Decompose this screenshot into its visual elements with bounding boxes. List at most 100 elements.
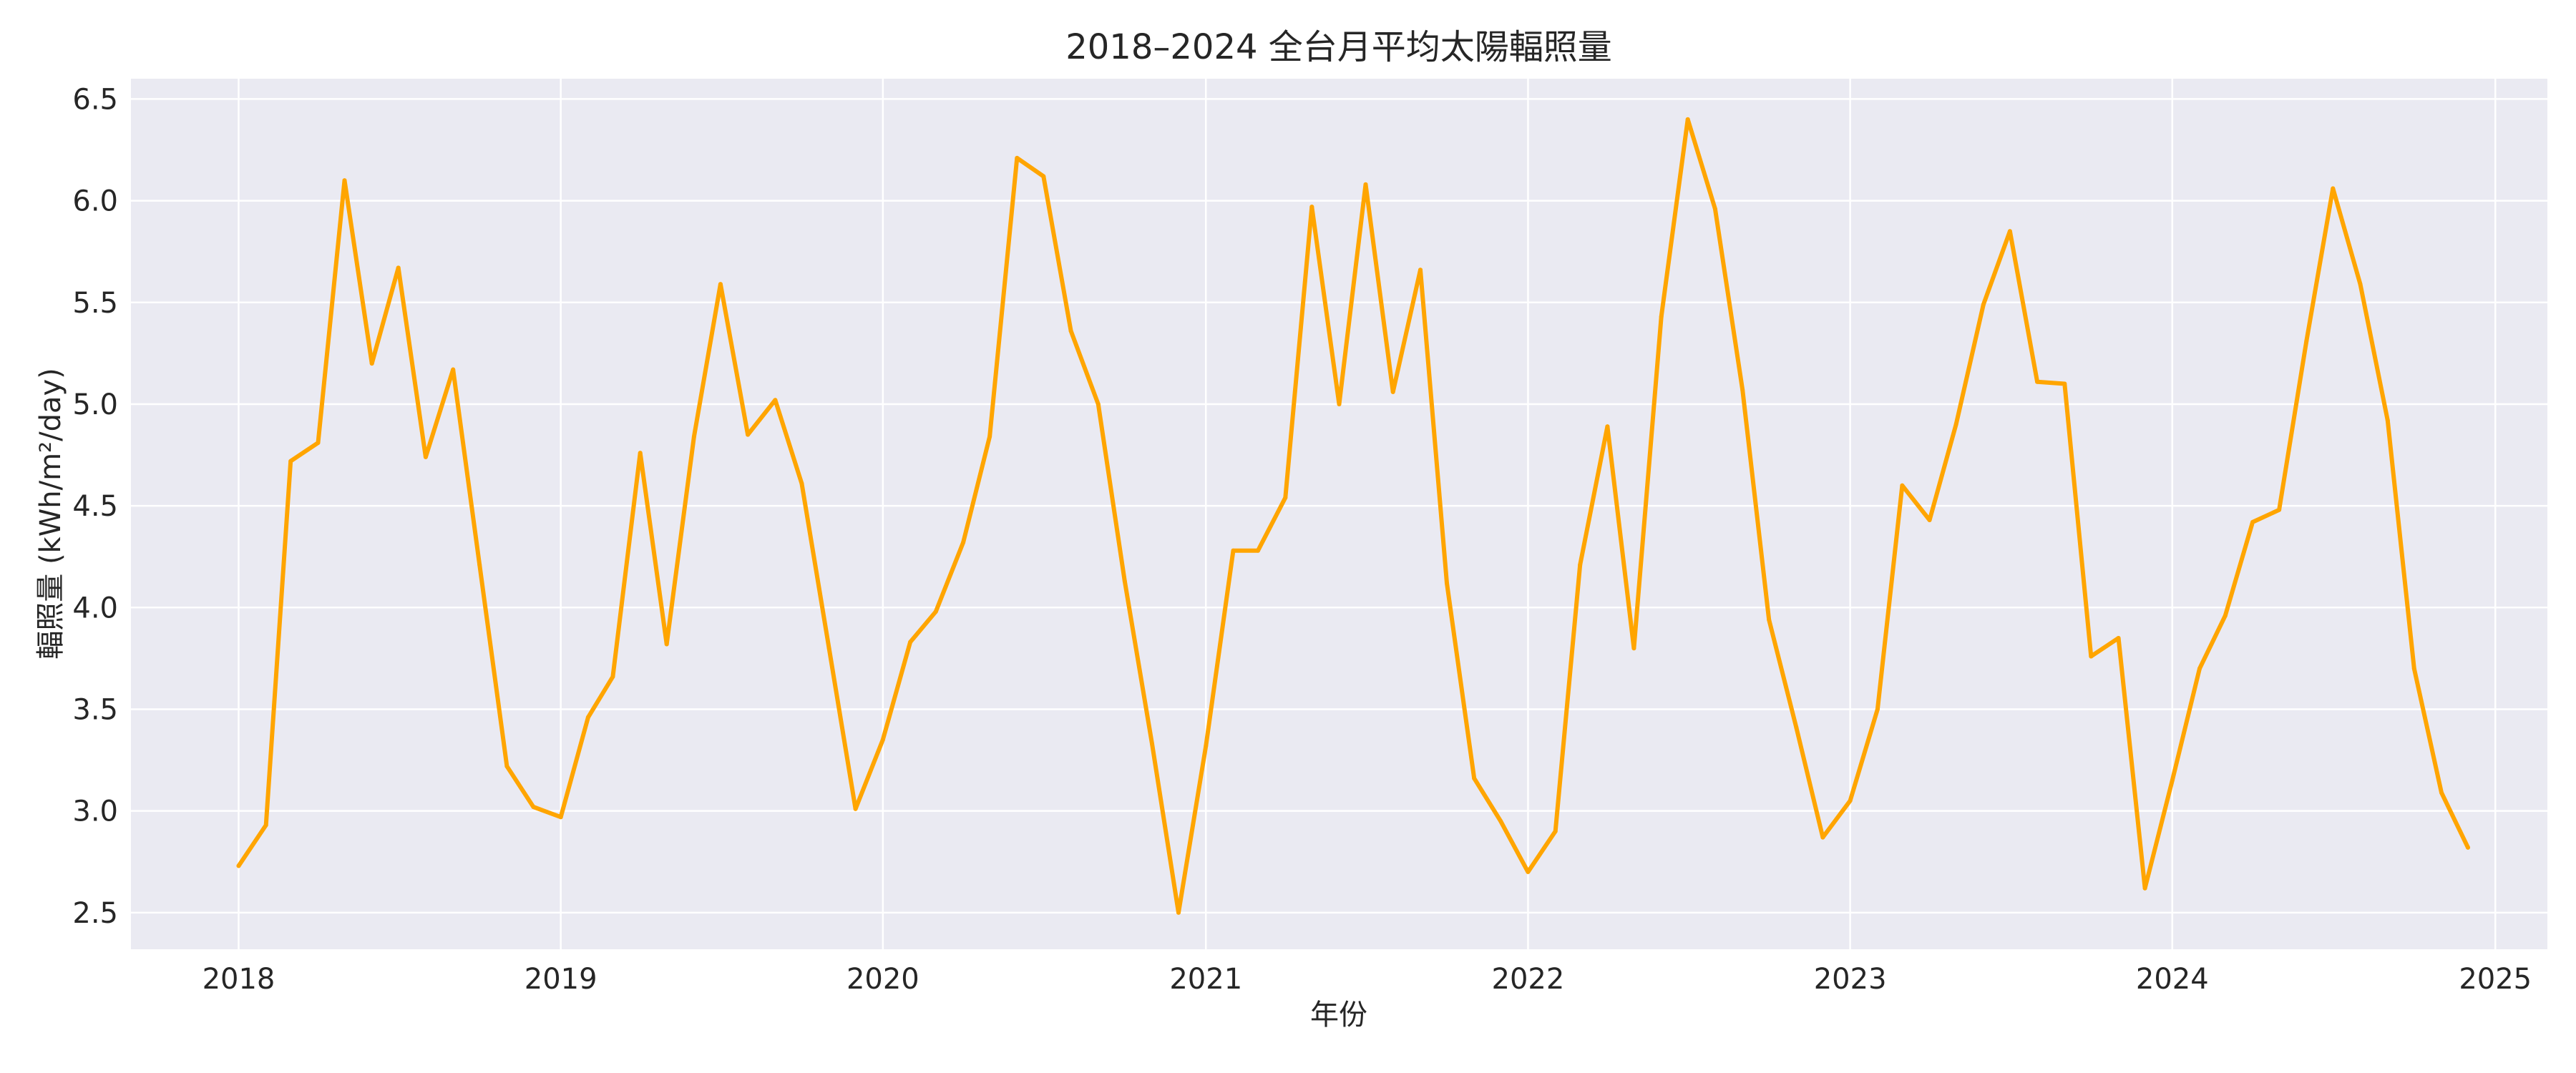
data-point bbox=[1659, 314, 1664, 319]
data-point bbox=[1740, 388, 1745, 392]
data-point bbox=[2439, 790, 2444, 795]
data-point bbox=[1685, 117, 1690, 122]
data-point bbox=[1526, 869, 1531, 874]
data-point bbox=[1820, 835, 1825, 840]
data-point bbox=[1309, 205, 1314, 210]
data-point bbox=[1981, 302, 1986, 307]
series-line bbox=[236, 117, 2470, 915]
data-point bbox=[504, 764, 509, 769]
data-point bbox=[1418, 268, 1423, 273]
data-point bbox=[691, 434, 696, 439]
y-tick-label: 4.0 bbox=[72, 592, 118, 624]
data-point bbox=[1204, 743, 1209, 748]
data-point bbox=[1150, 741, 1154, 746]
data-point bbox=[1283, 495, 1288, 500]
data-point bbox=[1068, 328, 1073, 333]
data-point bbox=[1363, 182, 1368, 187]
data-point bbox=[1767, 617, 1772, 622]
data-point bbox=[961, 540, 966, 545]
y-tick-label: 6.5 bbox=[72, 83, 118, 116]
y-tick-label: 3.5 bbox=[72, 693, 118, 726]
data-point bbox=[1096, 402, 1101, 406]
data-point bbox=[1605, 424, 1610, 429]
data-point bbox=[664, 642, 669, 647]
data-point bbox=[396, 265, 401, 270]
x-tick-label: 2020 bbox=[847, 963, 919, 996]
data-point bbox=[558, 815, 563, 820]
data-point bbox=[1445, 581, 1449, 586]
y-tick-label: 5.0 bbox=[72, 388, 118, 421]
x-axis-label: 年份 bbox=[1310, 999, 1367, 1032]
data-point bbox=[1712, 207, 1717, 211]
y-tick-label: 5.5 bbox=[72, 287, 118, 320]
data-point bbox=[2466, 845, 2470, 850]
data-point bbox=[1231, 548, 1236, 553]
data-point bbox=[1337, 402, 1342, 406]
data-point bbox=[799, 481, 804, 486]
x-tick-label: 2023 bbox=[1814, 963, 1887, 996]
data-point bbox=[1472, 776, 1477, 781]
x-tick-label: 2021 bbox=[1169, 963, 1242, 996]
data-point bbox=[1015, 155, 1020, 160]
y-tick-labels: 2.5 3.0 3.5 4.0 4.5 5.0 5.5 6.0 6.5 bbox=[72, 83, 118, 929]
data-point bbox=[1927, 518, 1932, 522]
data-point bbox=[1498, 818, 1503, 823]
y-tick-label: 3.0 bbox=[72, 795, 118, 828]
data-point bbox=[2385, 418, 2390, 423]
x-tick-label: 2019 bbox=[525, 963, 597, 996]
data-point bbox=[316, 441, 321, 445]
data-point bbox=[585, 715, 590, 720]
data-point bbox=[987, 434, 992, 439]
data-point bbox=[2223, 613, 2228, 618]
data-point bbox=[1553, 829, 1558, 834]
data-point bbox=[2142, 886, 2147, 891]
data-point bbox=[610, 675, 615, 679]
y-tick-label: 6.0 bbox=[72, 185, 118, 218]
data-point bbox=[2358, 282, 2363, 287]
x-tick-label: 2024 bbox=[2136, 963, 2209, 996]
data-point bbox=[908, 640, 913, 645]
data-point bbox=[2197, 666, 2202, 671]
data-point bbox=[263, 823, 268, 828]
series-group bbox=[236, 117, 2470, 915]
chart-title: 2018–2024 全台月平均太陽輻照量 bbox=[1065, 27, 1612, 67]
data-point bbox=[826, 646, 831, 651]
data-point bbox=[1390, 389, 1395, 394]
data-point bbox=[1875, 707, 1880, 712]
data-point bbox=[638, 451, 643, 456]
data-point bbox=[1953, 422, 1958, 427]
x-tick-label: 2018 bbox=[203, 963, 275, 996]
data-point bbox=[451, 367, 456, 372]
data-point bbox=[2089, 654, 2094, 659]
y-axis-label: 輻照量 (kWh/m²/day) bbox=[34, 368, 67, 660]
data-point bbox=[718, 282, 723, 287]
data-point bbox=[2062, 381, 2067, 386]
data-point bbox=[2411, 666, 2416, 671]
data-point bbox=[773, 398, 778, 403]
data-point bbox=[746, 432, 751, 437]
x-tick-labels: 2018 2019 2020 2021 2022 2023 2024 2025 bbox=[203, 963, 2532, 996]
data-point bbox=[342, 178, 347, 183]
data-point bbox=[1256, 548, 1260, 553]
y-tick-label: 4.5 bbox=[72, 490, 118, 523]
data-point bbox=[1578, 562, 1583, 567]
data-point bbox=[2304, 338, 2309, 343]
data-point bbox=[288, 459, 293, 464]
data-point bbox=[1631, 646, 1636, 651]
data-point bbox=[2170, 778, 2175, 783]
data-point bbox=[1900, 483, 1905, 488]
data-point bbox=[236, 863, 241, 868]
data-point bbox=[853, 806, 858, 811]
data-point bbox=[2035, 379, 2040, 384]
data-point bbox=[2116, 636, 2121, 640]
x-tick-label: 2025 bbox=[2459, 963, 2532, 996]
data-point bbox=[2007, 229, 2012, 234]
data-point bbox=[2250, 519, 2255, 524]
data-point bbox=[477, 562, 482, 567]
data-point bbox=[531, 805, 536, 809]
data-point bbox=[880, 738, 885, 743]
data-point bbox=[1794, 725, 1799, 730]
data-point bbox=[1176, 910, 1181, 915]
data-point bbox=[423, 454, 428, 459]
